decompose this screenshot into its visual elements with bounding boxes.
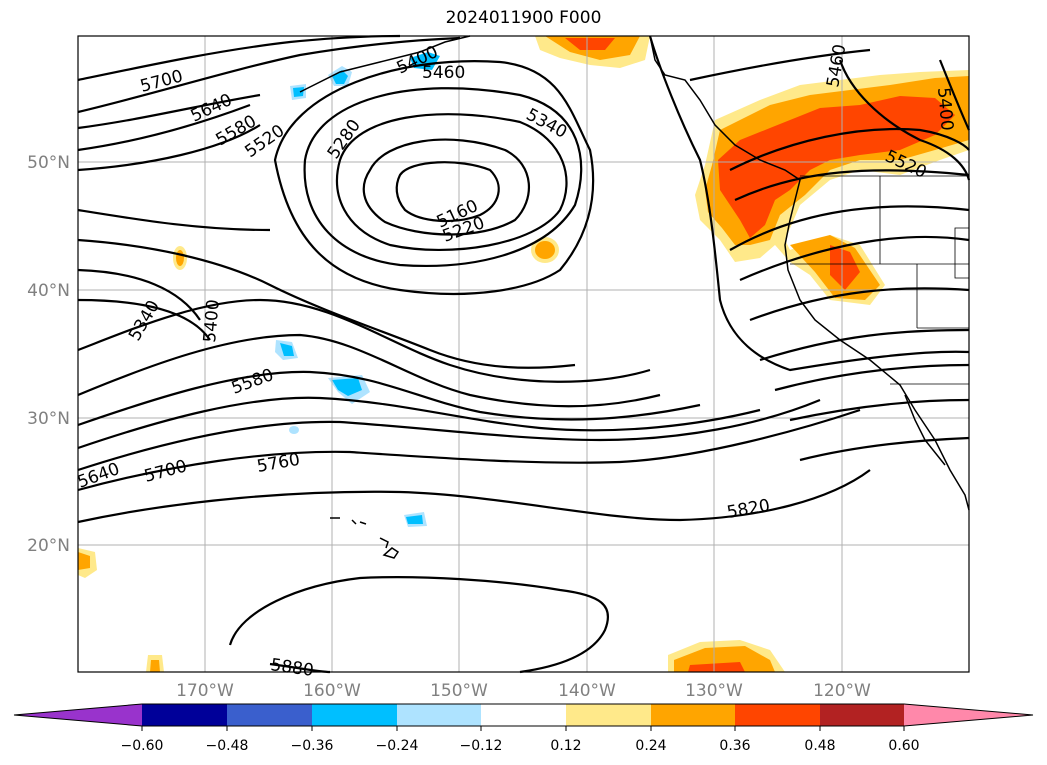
- lon-label-130w: 130°W: [685, 681, 743, 701]
- colorbar-segment: [566, 704, 651, 726]
- contour-label: 5400: [933, 87, 957, 132]
- lon-label-170w: 170°W: [176, 681, 234, 701]
- colorbar-segment: [481, 704, 566, 726]
- lat-label-30n: 30°N: [27, 409, 70, 429]
- colorbar-tick: −0.24: [376, 738, 419, 754]
- colorbar-segment: [142, 704, 227, 726]
- lon-label-140w: 140°W: [558, 681, 616, 701]
- colorbar-tick: 0.24: [635, 738, 666, 754]
- political-borders: [790, 175, 970, 385]
- colorbar-extend-max: [904, 704, 1033, 726]
- colorbar: −0.60 −0.48 −0.36 −0.24 −0.12 0.12 0.24 …: [13, 703, 1034, 754]
- colorbar-tick: 0.12: [550, 738, 581, 754]
- colorbar-segment: [312, 704, 397, 726]
- lon-label-150w: 150°W: [430, 681, 488, 701]
- height-contours: [77, 34, 971, 674]
- colorbar-tick: 0.48: [804, 738, 835, 754]
- colorbar-tick: −0.12: [460, 738, 503, 754]
- colorbar-segment: [735, 704, 820, 726]
- colorbar-tick: 0.36: [719, 738, 750, 754]
- contour-label: 5400: [200, 299, 224, 344]
- lat-label-20n: 20°N: [27, 536, 70, 556]
- colorbar-tick: −0.36: [291, 738, 334, 754]
- lon-label-120w: 120°W: [813, 681, 871, 701]
- coastlines: [299, 35, 970, 559]
- colorbar-segment: [227, 704, 312, 726]
- lon-label-160w: 160°W: [303, 681, 361, 701]
- lat-label-40n: 40°N: [27, 281, 70, 301]
- colorbar-tick: −0.48: [206, 738, 249, 754]
- colorbar-segment: [651, 704, 735, 726]
- latitude-labels: 50°N 40°N 30°N 20°N: [27, 153, 70, 556]
- colorbar-tick: −0.60: [121, 738, 164, 754]
- colorbar-segment: [397, 704, 481, 726]
- map-title: 2024011900 F000: [445, 8, 602, 28]
- colorbar-tick: 0.60: [888, 738, 919, 754]
- contour-label: 5460: [422, 63, 465, 83]
- lat-label-50n: 50°N: [27, 153, 70, 173]
- colorbar-extend-min: [14, 704, 142, 726]
- map-frame: [77, 35, 970, 673]
- longitude-labels: 170°W 160°W 150°W 140°W 130°W 120°W: [176, 681, 871, 701]
- colorbar-segment: [820, 704, 904, 726]
